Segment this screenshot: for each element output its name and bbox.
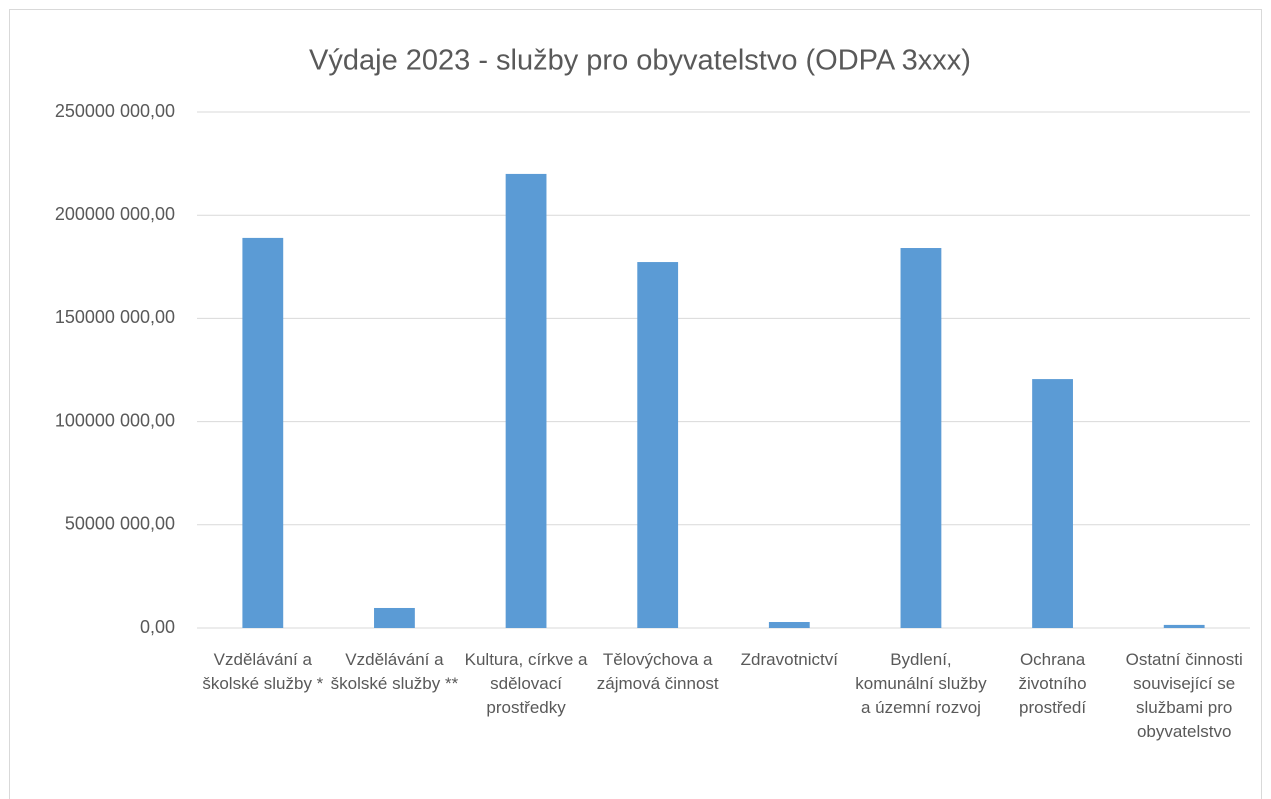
bar [900,248,942,629]
y-tick-label: 0,00 [140,617,175,637]
y-tick-label: 200000 000,00 [55,204,175,224]
bar [768,622,810,628]
bar [637,262,679,628]
chart-title: Výdaje 2023 - služby pro obyvatelstvo (O… [309,45,971,77]
y-tick-label: 150000 000,00 [55,307,175,327]
x-tick-label: Kultura, církve a sdělovací prostředky [464,650,588,717]
y-tick-label: 100000 000,00 [55,410,175,430]
x-tick-label: Tělovýchova a zájmová činnost [596,650,719,693]
x-tick-label: Ostatní činnosti související se službami… [1125,650,1243,741]
y-tick-label: 250000 000,00 [55,101,175,121]
bar [505,173,547,629]
x-tick-label: Bydlení, komunální služby a územní rozvo… [855,650,987,717]
x-tick-label: Vzdělávání a školské služby * [202,650,324,693]
bar [1163,624,1205,628]
bar [1032,379,1073,628]
bar [374,607,415,628]
x-tick-label: Ochrana životního prostředí [1018,650,1087,717]
bar [242,237,284,629]
x-tick-label: Zdravotnictví [740,650,838,669]
y-tick-label: 50000 000,00 [65,514,175,534]
x-tick-label: Vzdělávání a školské služby ** [330,650,459,693]
